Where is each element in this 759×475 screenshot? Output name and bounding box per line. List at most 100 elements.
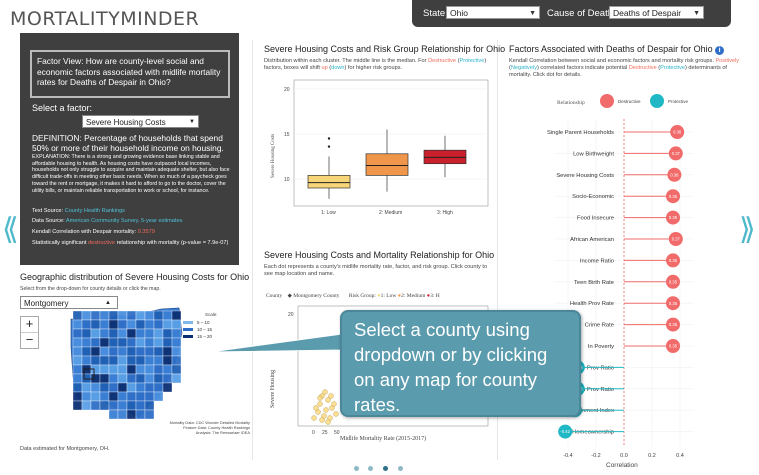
county-cell[interactable] (90, 337, 101, 348)
cause-select[interactable]: Deaths of Despair ▼ (609, 6, 704, 19)
county-cell[interactable] (126, 364, 137, 375)
county-cell[interactable] (108, 391, 119, 402)
county-cell[interactable] (117, 391, 128, 402)
corr-dot[interactable] (668, 232, 683, 246)
county-cell[interactable] (162, 310, 173, 321)
county-select[interactable]: Montgomery ▲ (20, 296, 118, 309)
pager-dot-3-active[interactable] (383, 466, 388, 471)
county-cell[interactable] (72, 310, 83, 321)
county-cell[interactable] (135, 409, 146, 420)
county-cell[interactable] (117, 310, 128, 321)
county-cell[interactable] (171, 346, 182, 357)
county-cell[interactable] (144, 373, 155, 384)
county-cell[interactable] (135, 373, 146, 384)
corr-dot[interactable] (558, 424, 573, 439)
county-cell[interactable] (99, 364, 110, 375)
county-cell[interactable] (108, 409, 119, 420)
county-cell[interactable] (135, 400, 146, 411)
text-source-link[interactable]: County Health Rankings (64, 208, 125, 214)
county-cell[interactable] (99, 400, 110, 411)
county-cell[interactable] (108, 319, 119, 330)
county-cell[interactable] (144, 346, 155, 357)
county-cell[interactable] (117, 409, 128, 420)
county-cell[interactable] (135, 364, 146, 375)
county-cell[interactable] (135, 310, 146, 321)
county-cell[interactable] (144, 337, 155, 348)
county-cell[interactable] (108, 310, 119, 321)
county-cell[interactable] (81, 337, 92, 348)
county-cell[interactable] (135, 328, 146, 339)
county-cell[interactable] (144, 409, 155, 420)
county-cell[interactable] (153, 337, 164, 348)
county-cell[interactable] (126, 310, 137, 321)
county-cell[interactable] (72, 373, 83, 384)
county-cell[interactable] (90, 382, 101, 393)
corr-dot[interactable] (666, 317, 680, 332)
county-cell[interactable] (144, 364, 155, 375)
corr-dot[interactable] (666, 210, 680, 225)
ohio-choropleth-map[interactable] (65, 307, 190, 422)
county-cell[interactable] (126, 337, 137, 348)
county-cell[interactable] (90, 400, 101, 411)
scatter-point[interactable] (311, 415, 317, 421)
county-cell[interactable] (144, 355, 155, 366)
scatter-point[interactable] (325, 397, 331, 403)
county-cell[interactable] (90, 355, 101, 366)
county-cell[interactable] (117, 337, 128, 348)
county-cell[interactable] (117, 346, 128, 357)
county-cell[interactable] (135, 319, 146, 330)
county-cell[interactable] (99, 373, 110, 384)
county-cell[interactable] (108, 328, 119, 339)
county-cell[interactable] (171, 355, 182, 366)
county-cell[interactable] (72, 355, 83, 366)
county-cell[interactable] (81, 382, 92, 393)
county-cell[interactable] (99, 391, 110, 402)
scatter-point[interactable] (331, 401, 337, 407)
scatter-point[interactable] (317, 401, 323, 407)
pager-dot-4[interactable] (398, 466, 403, 471)
county-cell[interactable] (90, 391, 101, 402)
county-cell[interactable] (135, 382, 146, 393)
county-cell[interactable] (171, 328, 182, 339)
county-cell[interactable] (153, 391, 164, 402)
county-cell[interactable] (99, 319, 110, 330)
county-cell[interactable] (153, 310, 164, 321)
county-cell[interactable] (90, 319, 101, 330)
county-cell[interactable] (126, 319, 137, 330)
county-cell[interactable] (144, 319, 155, 330)
county-cell[interactable] (153, 328, 164, 339)
county-cell[interactable] (99, 310, 110, 321)
county-cell[interactable] (153, 382, 164, 393)
county-cell[interactable] (108, 400, 119, 411)
county-cell[interactable] (90, 328, 101, 339)
county-cell[interactable] (72, 319, 83, 330)
corr-dot[interactable] (668, 146, 683, 161)
scatter-point[interactable] (333, 411, 339, 417)
county-cell[interactable] (135, 337, 146, 348)
county-cell[interactable] (153, 373, 164, 384)
county-cell[interactable] (108, 382, 119, 393)
scatter-point[interactable] (322, 389, 328, 395)
county-cell[interactable] (144, 400, 155, 411)
county-cell[interactable] (99, 382, 110, 393)
scatter-point[interactable] (319, 417, 325, 423)
scatter-point[interactable] (313, 405, 319, 411)
county-cell[interactable] (72, 391, 83, 402)
pager-dot-1[interactable] (354, 466, 359, 471)
county-cell[interactable] (153, 346, 164, 357)
county-cell[interactable] (144, 328, 155, 339)
county-cell[interactable] (72, 328, 83, 339)
county-cell[interactable] (126, 382, 137, 393)
county-cell[interactable] (99, 328, 110, 339)
county-cell[interactable] (171, 373, 182, 384)
county-cell[interactable] (108, 337, 119, 348)
county-cell[interactable] (108, 346, 119, 357)
county-cell[interactable] (162, 346, 173, 357)
county-cell[interactable] (153, 319, 164, 330)
scatter-point[interactable] (323, 407, 329, 413)
county-cell[interactable] (90, 310, 101, 321)
county-cell[interactable] (126, 373, 137, 384)
correlation-chart[interactable]: Relationship Destructive Protective Sing… (500, 85, 750, 470)
county-cell[interactable] (117, 319, 128, 330)
corr-dot[interactable] (666, 274, 680, 289)
